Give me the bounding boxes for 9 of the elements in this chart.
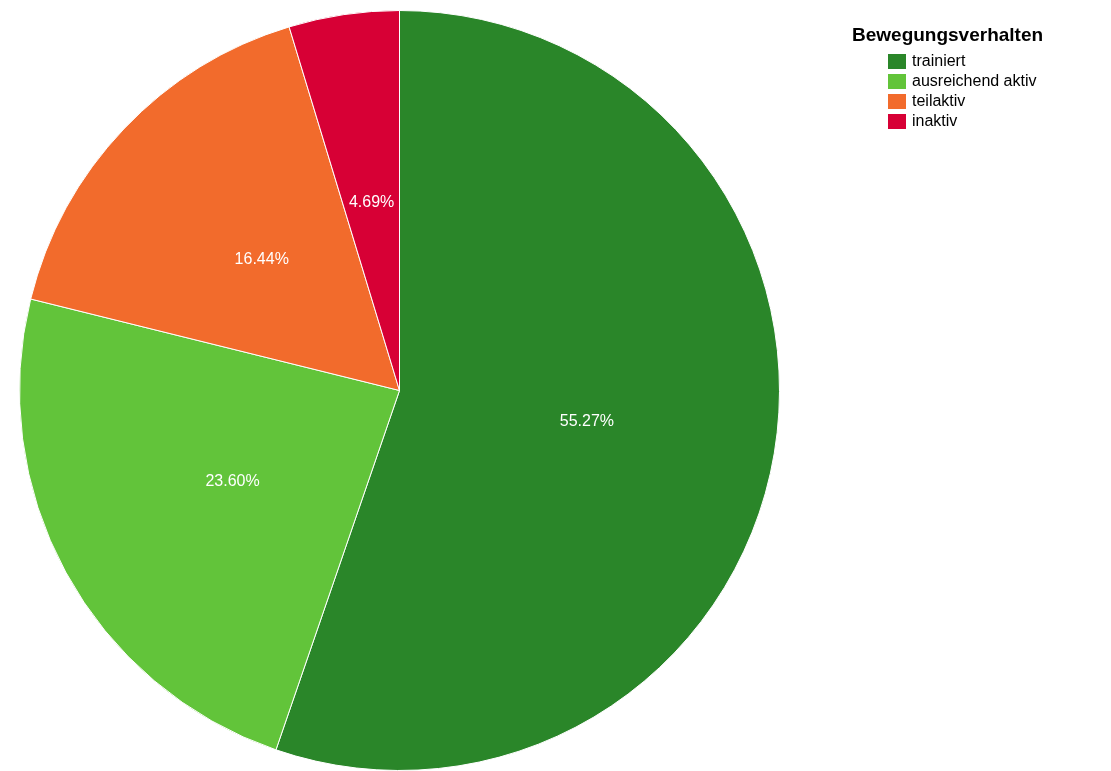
data-label: 4.69% [348, 192, 395, 210]
legend-label: teilaktiv [912, 92, 966, 110]
data-label: 55.27% [559, 412, 615, 430]
data-label: 16.44% [234, 250, 289, 268]
legend-label: inaktiv [912, 112, 958, 130]
legend-title: Bewegungsverhalten [852, 24, 1044, 46]
legend-label: ausreichend aktiv [912, 72, 1037, 90]
data-label: 23.60% [205, 471, 260, 489]
legend-label: trainiert [912, 52, 966, 70]
